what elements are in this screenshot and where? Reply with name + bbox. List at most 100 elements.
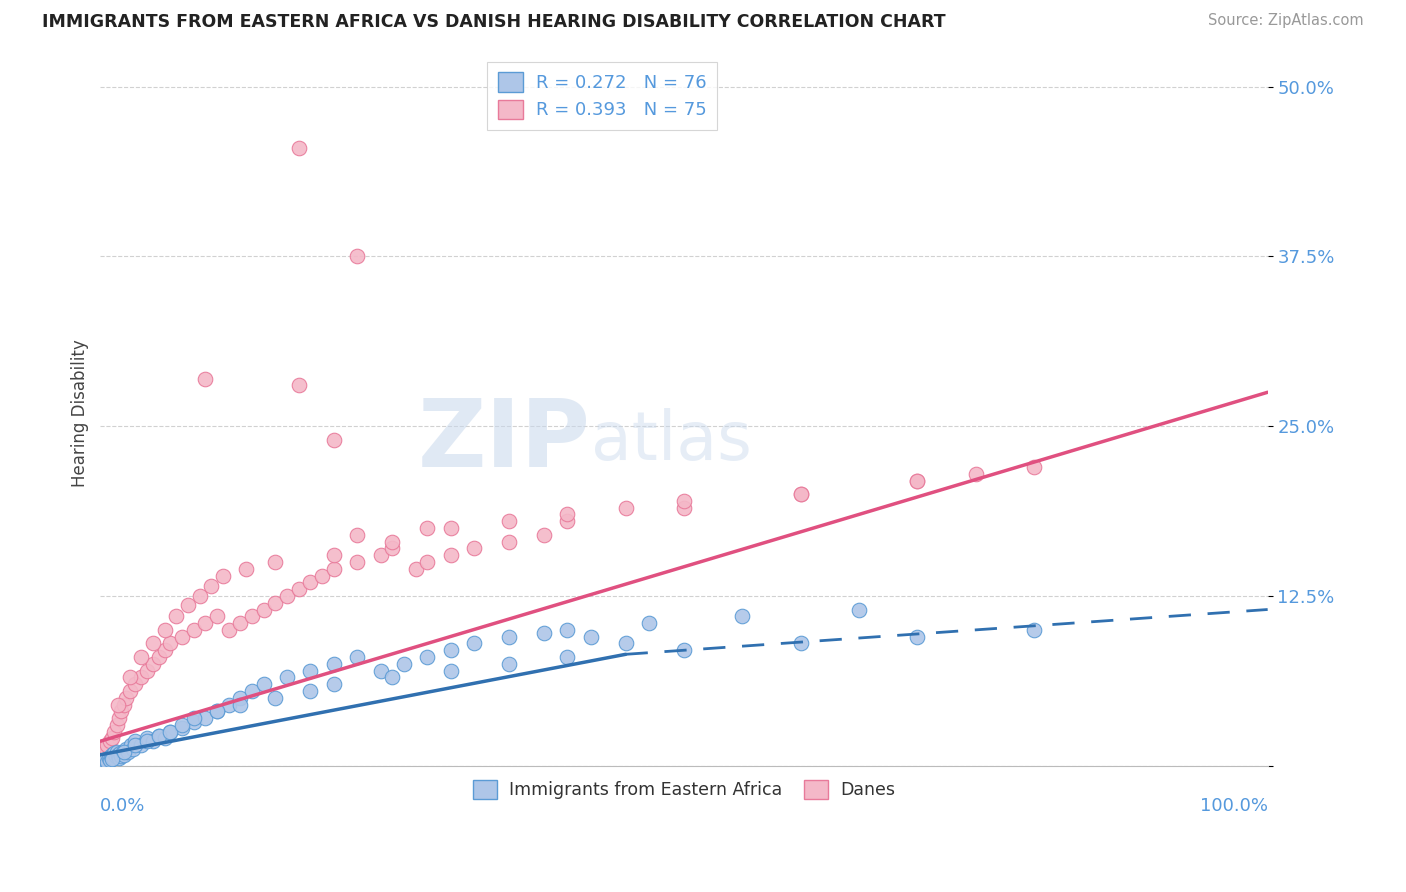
Point (108, 747, 131, 761)
Point (614, 636, 637, 650)
Point (229, 690, 252, 705)
Point (276, 589, 298, 603)
Point (194, 711, 217, 725)
Point (148, 729, 170, 743)
Point (416, 555, 439, 569)
Point (111, 745, 134, 759)
Point (579, 630, 602, 644)
Point (188, 589, 211, 603)
Point (229, 698, 252, 712)
Point (907, 474, 929, 488)
Point (392, 657, 415, 671)
Point (205, 704, 228, 718)
Point (463, 541, 485, 556)
Point (381, 534, 404, 549)
Point (170, 718, 193, 732)
Point (104, 749, 127, 764)
Point (533, 625, 555, 640)
Point (790, 636, 813, 650)
Point (200, 579, 222, 593)
Point (555, 623, 578, 637)
Point (177, 599, 200, 613)
Point (91, 752, 114, 766)
Point (381, 670, 404, 684)
Point (148, 650, 170, 665)
Point (194, 372, 217, 386)
Point (117, 745, 139, 759)
Point (153, 623, 176, 637)
Point (235, 562, 257, 576)
Point (170, 721, 193, 735)
Point (218, 623, 240, 637)
Point (498, 657, 520, 671)
Point (498, 630, 520, 644)
Point (124, 739, 146, 753)
Point (731, 609, 754, 624)
Point (638, 616, 661, 631)
Point (183, 711, 205, 725)
Point (264, 596, 287, 610)
Point (790, 487, 813, 501)
Point (103, 750, 125, 764)
Point (533, 528, 555, 542)
Point (98, 734, 121, 748)
Point (105, 718, 128, 732)
Point (370, 548, 392, 562)
Text: 0.0%: 0.0% (100, 797, 146, 815)
Point (439, 521, 461, 535)
Point (205, 704, 228, 718)
Point (288, 582, 311, 596)
Point (240, 609, 263, 624)
Point (288, 141, 311, 155)
Point (112, 698, 135, 712)
Point (322, 433, 344, 447)
Point (110, 749, 132, 764)
Point (346, 528, 368, 542)
Point (100, 749, 122, 764)
Point (153, 731, 176, 746)
Point (299, 664, 322, 678)
Point (439, 548, 461, 562)
Point (136, 731, 159, 746)
Point (1024, 459, 1046, 474)
Point (672, 643, 695, 657)
Point (498, 534, 520, 549)
Point (129, 739, 152, 753)
Point (108, 750, 131, 764)
Point (148, 729, 170, 743)
Point (98, 753, 121, 767)
Point (94, 745, 117, 759)
Text: Source: ZipAtlas.com: Source: ZipAtlas.com (1208, 13, 1364, 29)
Point (439, 664, 461, 678)
Point (288, 378, 311, 392)
Point (205, 609, 228, 624)
Point (96, 755, 118, 769)
Point (555, 508, 578, 522)
Point (136, 664, 159, 678)
Point (183, 715, 205, 730)
Point (416, 521, 439, 535)
Point (118, 670, 141, 684)
Point (322, 548, 344, 562)
Point (416, 650, 439, 665)
Point (253, 677, 276, 691)
Point (672, 494, 695, 508)
Text: IMMIGRANTS FROM EASTERN AFRICA VS DANISH HEARING DISABILITY CORRELATION CHART: IMMIGRANTS FROM EASTERN AFRICA VS DANISH… (42, 13, 946, 31)
Legend: Immigrants from Eastern Africa, Danes: Immigrants from Eastern Africa, Danes (465, 773, 903, 806)
Point (124, 677, 146, 691)
Point (107, 698, 129, 712)
Point (311, 568, 333, 582)
Point (97, 750, 120, 764)
Point (965, 467, 987, 481)
Point (672, 500, 695, 515)
Point (120, 739, 142, 753)
Point (276, 670, 298, 684)
Point (107, 747, 129, 762)
Point (907, 630, 929, 644)
Point (907, 474, 929, 488)
Point (115, 742, 138, 756)
Point (555, 514, 578, 528)
Point (142, 657, 165, 671)
Point (790, 487, 813, 501)
Point (848, 602, 870, 616)
